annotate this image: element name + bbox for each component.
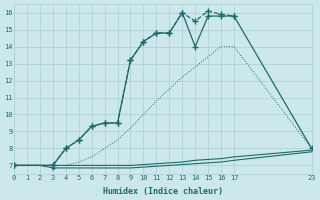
X-axis label: Humidex (Indice chaleur): Humidex (Indice chaleur) — [103, 187, 223, 196]
